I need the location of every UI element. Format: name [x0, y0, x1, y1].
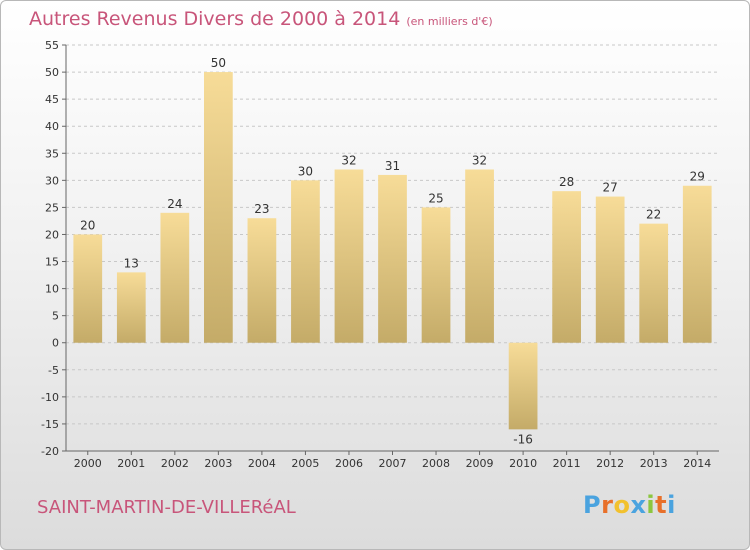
city-name: SAINT-MARTIN-DE-VILLERéAL — [37, 497, 296, 518]
x-tick-label-2010: 2010 — [509, 457, 537, 470]
y-tick-label: 45 — [45, 93, 59, 106]
data-label-2006: 32 — [341, 154, 356, 168]
bar-2003 — [204, 72, 233, 343]
bar-2008 — [421, 207, 451, 343]
logo-letter: i — [667, 491, 676, 519]
data-label-2002: 24 — [167, 197, 182, 211]
bar-2004 — [247, 218, 277, 343]
y-tick-label: 40 — [45, 120, 59, 133]
y-tick-label: 5 — [52, 310, 59, 323]
bar-2009 — [465, 169, 494, 343]
y-tick-label: 55 — [45, 39, 59, 52]
proxiti-logo[interactable]: Proxiti — [583, 491, 676, 519]
x-tick-label-2011: 2011 — [553, 457, 581, 470]
bar-2011 — [552, 191, 581, 343]
logo-letter: r — [601, 491, 614, 519]
x-tick-label-2006: 2006 — [335, 457, 363, 470]
tick-labels: -20 -15 -10 -5 0 5 10 15 20 25 30 35 40 45 50 55 2000 200… — [41, 39, 711, 470]
chart-unit: (en milliers d'€) — [406, 15, 493, 28]
y-tick-label: 15 — [45, 256, 59, 269]
x-tick-label-2003: 2003 — [204, 457, 232, 470]
data-label-2004: 23 — [254, 202, 269, 216]
y-tick-label: -10 — [41, 391, 59, 404]
gridlines — [66, 44, 719, 452]
logo-letter: x — [630, 491, 647, 519]
x-tick-label-2001: 2001 — [117, 457, 145, 470]
data-label-2009: 32 — [472, 154, 487, 168]
data-label-2012: 27 — [603, 181, 618, 195]
data-labels: 20 13 24 50 23 30 32 31 25 32 -16 28 27 22 29 — [80, 56, 705, 446]
data-label-2001: 13 — [124, 256, 139, 270]
data-label-2013: 22 — [646, 208, 661, 222]
bar-2001 — [116, 272, 146, 343]
x-tick-label-2004: 2004 — [248, 457, 276, 470]
y-tick-label: 10 — [45, 283, 59, 296]
bar-2007 — [378, 174, 407, 343]
logo-letter: i — [646, 491, 656, 519]
y-tick-label: 35 — [45, 147, 59, 160]
data-label-2011: 28 — [559, 175, 574, 189]
x-tick-label-2008: 2008 — [422, 457, 450, 470]
data-label-2000: 20 — [80, 218, 95, 232]
y-tick-label: 25 — [45, 201, 59, 214]
axes — [62, 44, 719, 455]
bar-2005 — [291, 180, 320, 343]
x-tick-label-2012: 2012 — [596, 457, 624, 470]
y-tick-label: -15 — [41, 418, 59, 431]
bar-2006 — [334, 169, 364, 343]
y-tick-label: 30 — [45, 174, 59, 187]
data-label-2014: 29 — [690, 170, 705, 184]
y-tick-label: -5 — [48, 364, 59, 377]
y-tick-label: 0 — [52, 337, 59, 350]
x-tick-label-2005: 2005 — [291, 457, 319, 470]
y-tick-label: 50 — [45, 66, 59, 79]
bar-2013 — [639, 223, 669, 343]
logo-letter: o — [613, 491, 631, 519]
x-tick-label-2009: 2009 — [466, 457, 494, 470]
data-label-2003: 50 — [211, 56, 226, 70]
bar-2000 — [73, 234, 103, 343]
x-tick-label-2000: 2000 — [74, 457, 102, 470]
y-tick-label: -20 — [41, 445, 59, 458]
chart-title-text: Autres Revenus Divers de 2000 à 2014 — [29, 8, 401, 30]
bar-2010 — [508, 342, 538, 430]
bars — [73, 72, 712, 430]
y-tick-label: 20 — [45, 228, 59, 241]
bar-2002 — [160, 212, 190, 343]
data-label-2008: 25 — [428, 191, 443, 205]
x-tick-label-2002: 2002 — [161, 457, 189, 470]
bar-2014 — [682, 185, 712, 343]
data-label-2007: 31 — [385, 159, 400, 173]
logo-letter: P — [583, 491, 602, 519]
bar-2012 — [595, 196, 625, 343]
x-tick-label-2014: 2014 — [683, 457, 711, 470]
data-label-2010: -16 — [513, 432, 533, 446]
data-label-2005: 30 — [298, 164, 313, 178]
chart-title: Autres Revenus Divers de 2000 à 2014 (en … — [29, 8, 493, 30]
x-tick-label-2013: 2013 — [640, 457, 668, 470]
x-tick-label-2007: 2007 — [379, 457, 407, 470]
logo-letter: t — [655, 491, 668, 519]
